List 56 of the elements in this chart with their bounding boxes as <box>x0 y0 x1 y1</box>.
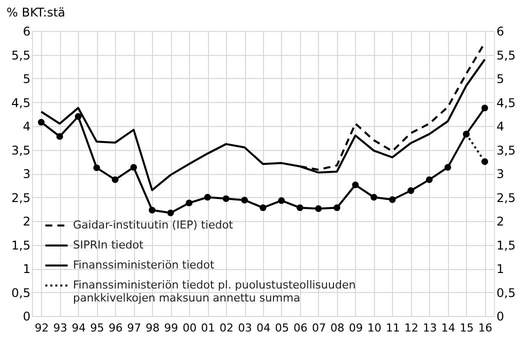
y-tick-label: 4,5 <box>11 96 30 110</box>
y-tick-label: 1,5 <box>11 238 30 252</box>
y2-tick-label: 5,5 <box>496 48 516 62</box>
x-tick-label: 10 <box>367 322 382 334</box>
y2-tick-label: 0,5 <box>496 286 516 300</box>
y2-tick-label: 2 <box>496 214 504 228</box>
x-tick-label: 09 <box>348 322 363 334</box>
x-tick-label: 11 <box>386 322 400 334</box>
x-tick-label: 93 <box>53 322 68 334</box>
y2-tick-label: 5 <box>496 72 504 86</box>
y-axis-title: % BKT:stä <box>6 6 66 20</box>
x-tick-label: 99 <box>164 322 178 334</box>
x-tick-label: 08 <box>330 322 344 334</box>
x-tick-label: 02 <box>220 322 234 334</box>
x-tick-label: 13 <box>422 322 437 334</box>
x-tick-label: 98 <box>146 322 160 334</box>
x-tick-label: 14 <box>441 322 456 334</box>
y2-tick-label: 4 <box>496 120 504 134</box>
y2-tick-label: 4,5 <box>496 96 516 110</box>
legend-label: Finanssiministeriön tiedot pl. puolustusteollisuuden pankkivelkojen maksuun annettu summa <box>73 278 356 304</box>
y-tick-label: 0,5 <box>11 286 30 300</box>
y-tick-label: 0 <box>22 310 30 324</box>
y2-tick-label: 1 <box>496 262 504 276</box>
x-tick-label: 00 <box>182 322 197 334</box>
y-tick-label: 6 <box>22 24 30 38</box>
x-tick-label: 12 <box>404 322 418 334</box>
y2-tick-label: 0 <box>496 310 504 324</box>
x-tick-label: 15 <box>460 322 474 334</box>
x-tick-label: 07 <box>312 322 326 334</box>
y-tick-label: 5,5 <box>11 48 30 62</box>
x-tick-label: 95 <box>90 322 104 334</box>
x-tick-label: 97 <box>127 322 142 334</box>
y2-tick-label: 3,5 <box>496 143 516 158</box>
legend-label: SIPRIn tiedot <box>73 238 144 252</box>
x-tick-label: 94 <box>72 322 86 334</box>
legend-label: Finanssiministeriön tiedot <box>73 258 216 272</box>
y-tick-label: 2 <box>22 214 30 228</box>
x-tick-label: 16 <box>478 322 492 334</box>
x-tick-label: 04 <box>256 322 270 334</box>
y-tick-label: 3,5 <box>11 143 30 158</box>
y-tick-label: 1 <box>22 262 30 276</box>
y-tick-label: 2,5 <box>11 190 30 205</box>
x-tick-label: 96 <box>108 322 123 334</box>
y-tick-label: 5 <box>22 72 30 86</box>
y-tick-label: 3 <box>22 167 30 181</box>
y2-tick-label: 3 <box>496 167 504 181</box>
y2-tick-label: 2,5 <box>496 190 516 205</box>
legend-label: Gaidar-instituutin (IEP) tiedot <box>73 218 234 232</box>
y2-tick-label: 1,5 <box>496 238 516 252</box>
y-tick-label: 4 <box>22 120 30 134</box>
x-tick-label: 92 <box>34 322 49 334</box>
y2-tick-label: 6 <box>496 24 504 38</box>
x-tick-label: 06 <box>293 322 308 334</box>
x-tick-label: 03 <box>238 322 252 334</box>
x-tick-label: 05 <box>274 322 289 334</box>
x-tick-label: 01 <box>201 322 216 334</box>
